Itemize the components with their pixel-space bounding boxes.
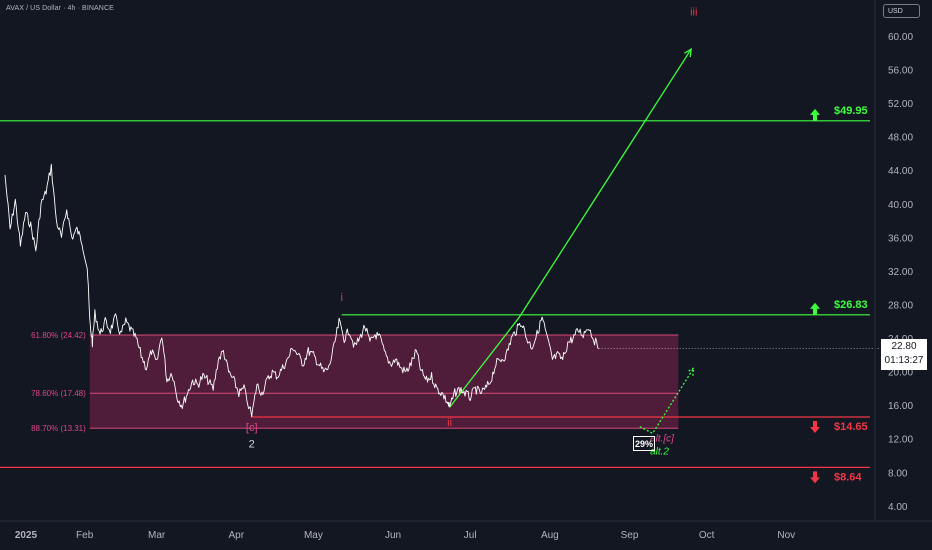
y-axis-tick-label: 40.00 <box>888 200 913 211</box>
price-series-line <box>4 163 599 418</box>
y-axis-tick-label: 36.00 <box>888 233 913 244</box>
current-price: 22.80 <box>891 341 917 352</box>
wave-label: [c] <box>246 422 258 434</box>
projection-line <box>449 48 692 408</box>
level-label: $26.83 <box>834 299 868 311</box>
wave-label: alt.2 <box>650 446 669 457</box>
fib-level-label: 61.80% (24.42) <box>31 331 86 340</box>
x-axis-tick-label: May <box>304 530 323 541</box>
wave-label: iii <box>690 7 697 19</box>
y-axis-tick-label: 56.00 <box>888 66 913 77</box>
y-axis-tick-label: 32.00 <box>888 267 913 278</box>
level-label: $49.95 <box>834 105 868 117</box>
candle-countdown: 01:13:27 <box>884 355 924 366</box>
symbol-title: AVAX / US Dollar · 4h · BINANCE <box>6 5 114 12</box>
y-axis-tick-label: 20.00 <box>888 368 913 379</box>
x-axis-tick-label: Oct <box>699 530 715 541</box>
x-axis-tick-label: Jul <box>464 530 477 541</box>
projection-arrowhead <box>684 47 692 58</box>
x-axis-tick-label: Sep <box>621 530 639 541</box>
projection-line <box>639 367 695 435</box>
y-axis-tick-label: 16.00 <box>888 401 913 412</box>
currency-button[interactable]: USD <box>883 4 920 18</box>
wave-label: ii <box>447 417 452 429</box>
level-label: $14.65 <box>834 421 868 433</box>
probability-badge: 29% <box>633 436 655 451</box>
x-axis-tick-label: Jun <box>385 530 401 541</box>
x-axis-tick-label: Apr <box>229 530 245 541</box>
arrow-up-icon <box>810 302 820 315</box>
y-axis-tick-label: 52.00 <box>888 99 913 110</box>
x-axis-tick-label: Mar <box>148 530 166 541</box>
wave-label: 2 <box>249 439 255 451</box>
x-axis-tick-label: Aug <box>541 530 559 541</box>
x-axis-tick-label: 2025 <box>15 530 38 541</box>
y-axis-tick-label: 12.00 <box>888 435 913 446</box>
x-axis-tick-label: Nov <box>777 530 795 541</box>
wave-label: alt.[c] <box>650 434 674 445</box>
arrow-up-icon <box>810 108 820 121</box>
y-axis-tick-label: 4.00 <box>888 502 908 513</box>
arrow-down-icon <box>810 420 820 433</box>
y-axis-tick-label: 44.00 <box>888 166 913 177</box>
projection-arrowhead <box>686 366 695 376</box>
y-axis-tick-label: 48.00 <box>888 133 913 144</box>
y-axis-tick-label: 60.00 <box>888 32 913 43</box>
current-price-label: 22.80 01:13:27 <box>881 339 927 370</box>
level-label: $8.64 <box>834 471 862 483</box>
y-axis-tick-label: 8.00 <box>888 468 908 479</box>
arrow-down-icon <box>810 471 820 484</box>
fib-level-label: 88.70% (13.31) <box>31 424 86 433</box>
y-axis-tick-label: 28.00 <box>888 300 913 311</box>
fib-level-label: 78.60% (17.48) <box>31 389 86 398</box>
wave-label: i <box>340 292 342 304</box>
x-axis-tick-label: Feb <box>76 530 94 541</box>
